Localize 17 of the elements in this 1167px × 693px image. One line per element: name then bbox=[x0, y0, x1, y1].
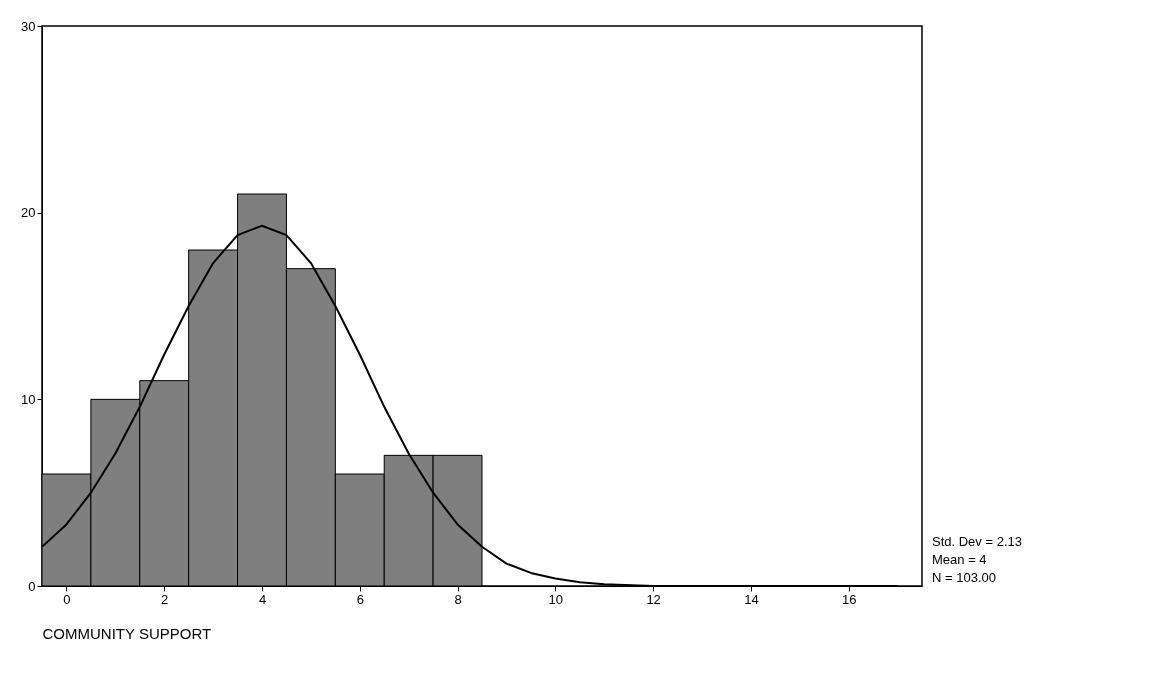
text: Mean = 4 bbox=[932, 552, 987, 567]
x-axis-title: COMMUNITY SUPPORT bbox=[42, 624, 212, 642]
x-tick-label: 16 bbox=[841, 591, 857, 607]
x-tick-label: 6 bbox=[356, 591, 364, 607]
x-tick-label: 2 bbox=[161, 591, 169, 607]
y-tick-label: 10 bbox=[21, 391, 36, 407]
x-tick-label: 14 bbox=[744, 591, 759, 607]
x-tick-label: 12 bbox=[646, 591, 661, 607]
x-tick-label: 10 bbox=[548, 591, 564, 607]
x-tick-label: 0 bbox=[63, 591, 71, 607]
x-tick-label: 8 bbox=[454, 591, 462, 607]
y-tick-label: 20 bbox=[21, 205, 36, 221]
y-tick-label: 0 bbox=[28, 578, 36, 594]
text: N = 103.00 bbox=[932, 570, 996, 585]
y-tick-label: 30 bbox=[21, 18, 36, 34]
x-tick-label: 4 bbox=[258, 591, 267, 607]
text: Std. Dev = 2.13 bbox=[932, 534, 1022, 549]
